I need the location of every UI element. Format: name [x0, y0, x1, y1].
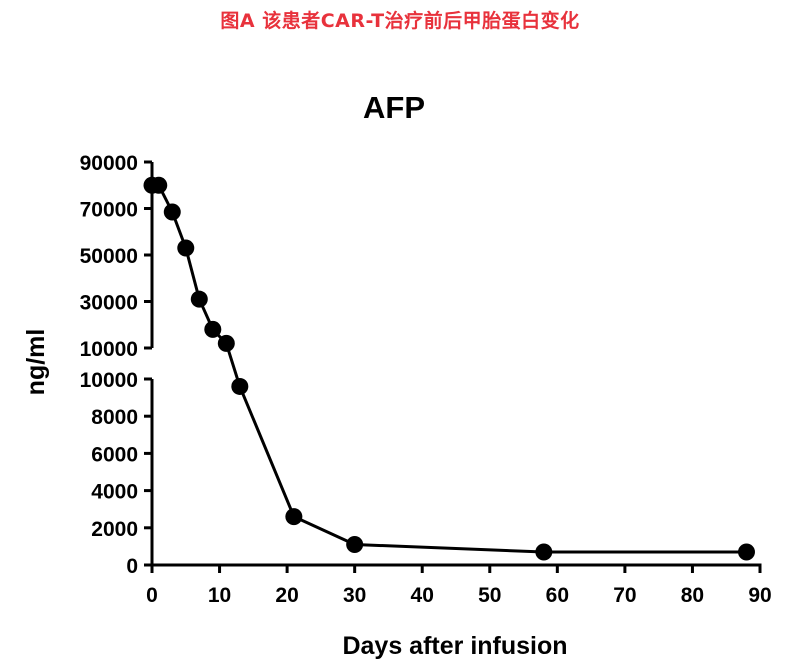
x-tick-label: 20	[275, 584, 298, 607]
data-point	[346, 536, 364, 554]
data-series	[143, 176, 755, 561]
y-tick-label: 4000	[91, 481, 138, 504]
x-tick-label: 50	[478, 584, 501, 607]
data-point	[217, 334, 235, 352]
data-point	[737, 543, 755, 561]
x-tick-label: 30	[343, 584, 366, 607]
y-tick-label: 50000	[80, 245, 138, 268]
y-tick-label: 2000	[91, 518, 138, 541]
y-tick-label: 6000	[91, 443, 138, 466]
x-tick-label: 40	[411, 584, 434, 607]
axes	[144, 160, 762, 573]
y-tick-label: 10000	[80, 338, 138, 361]
data-point	[204, 320, 222, 338]
data-point	[285, 508, 303, 526]
x-tick-label: 0	[146, 584, 158, 607]
chart-title: AFP	[363, 90, 425, 125]
y-tick-label: 30000	[80, 292, 138, 315]
data-point	[535, 543, 553, 561]
x-tick-label: 90	[748, 584, 771, 607]
x-tick-label: 10	[208, 584, 231, 607]
data-point	[177, 239, 195, 257]
y-tick-label: 10000	[80, 369, 138, 392]
y-tick-label: 8000	[91, 406, 138, 429]
data-point	[231, 377, 249, 395]
data-point	[190, 290, 208, 308]
data-point	[150, 176, 168, 194]
tick-labels: 10000 30000 50000 70000 90000 0 2000 4000 6000 80…	[80, 152, 772, 607]
figure-caption: 图A 该患者CAR-T治疗前后甲胎蛋白变化	[220, 10, 580, 32]
x-axis-label: Days after infusion	[342, 632, 567, 660]
series-line	[152, 183, 747, 554]
x-tick-label: 70	[613, 584, 636, 607]
y-tick-label: 0	[126, 555, 138, 578]
y-axis-label: ng/ml	[22, 329, 50, 396]
y-tick-label: 90000	[80, 152, 138, 175]
y-tick-label: 70000	[80, 199, 138, 222]
data-point	[163, 203, 181, 221]
x-tick-label: 60	[546, 584, 569, 607]
x-tick-label: 80	[681, 584, 704, 607]
